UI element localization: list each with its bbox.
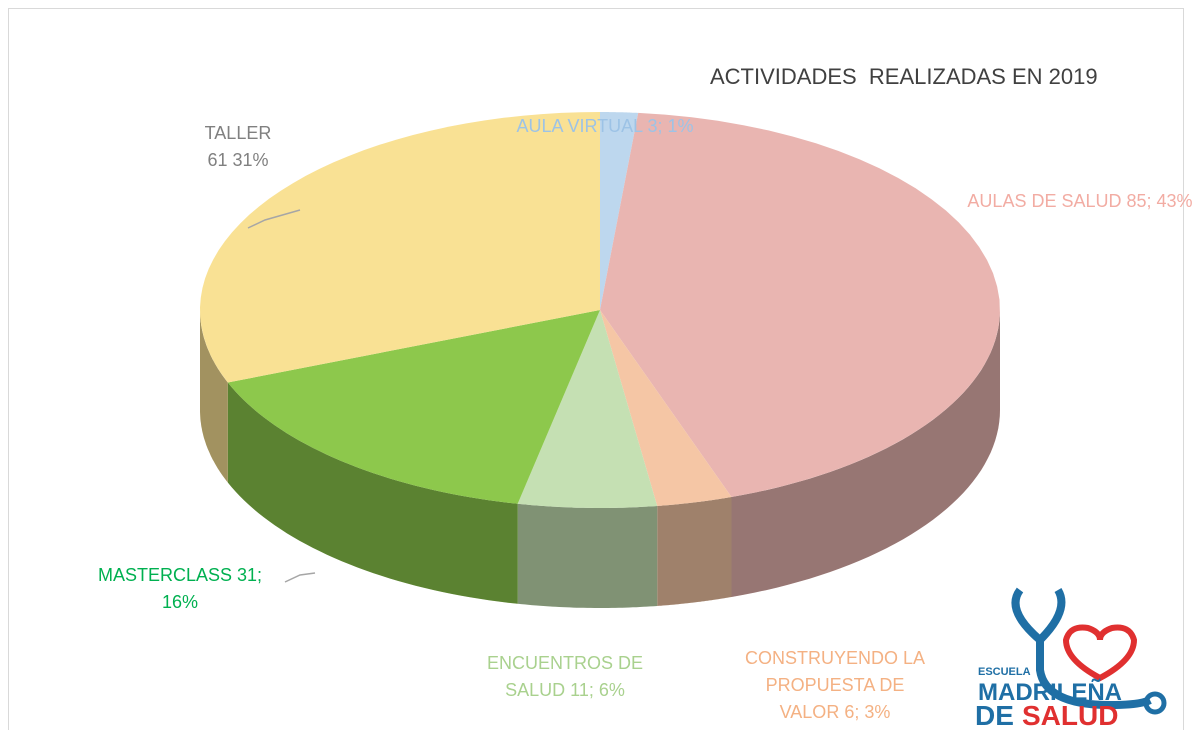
logo-text: SALUD — [1022, 700, 1118, 730]
slice-side — [200, 310, 228, 483]
logo-text: ESCUELA — [978, 666, 1031, 678]
label-category: MASTERCLASS — [97, 565, 232, 585]
logo: ESCUELA MADRILEÑA DE SALUD — [975, 587, 1167, 730]
data-label: AULAS DE SALUD 85; 43% — [945, 188, 1195, 215]
slice-side-shade — [227, 382, 518, 604]
slice-side — [227, 382, 518, 604]
slice — [517, 310, 658, 508]
slice-side — [731, 310, 1000, 597]
data-label: CONSTRUYENDO LA PROPUESTA DE VALOR 6; 3% — [735, 645, 935, 726]
slice-side — [657, 497, 732, 606]
logo-text: MADRILEÑA — [978, 678, 1122, 706]
slice-side-shade — [517, 503, 658, 608]
label-value: 11; 6% — [570, 680, 625, 700]
label-category: AULAS DE SALUD — [967, 191, 1122, 211]
label-value: 6; 3% — [844, 702, 891, 722]
label-value: 85; 43% — [1126, 191, 1193, 211]
slice — [600, 112, 639, 310]
data-label: TALLER 61 31% — [203, 120, 273, 174]
label-value: 3; 1% — [647, 116, 694, 136]
label-category: TALLER — [204, 123, 272, 143]
slice — [200, 112, 600, 383]
slice — [600, 112, 1000, 498]
label-category: CONSTRUYENDO LA PROPUESTA DE VALOR — [744, 648, 926, 722]
slice — [227, 310, 601, 504]
chart-title: ACTIVIDADES REALIZADAS EN 2019 — [710, 64, 1098, 89]
slice — [600, 310, 732, 506]
label-category: AULA VIRTUAL — [516, 116, 643, 136]
logo-text: DE — [975, 700, 1014, 730]
logo-stethoscope — [1011, 587, 1152, 710]
slice-side — [517, 503, 658, 608]
leader-line — [247, 209, 301, 229]
leader-line — [284, 572, 316, 583]
slice-side-shade — [657, 497, 732, 606]
slice-side-shade — [200, 310, 228, 483]
slice-side-shade — [731, 310, 1000, 597]
data-label: ENCUENTROS DE SALUD 11; 6% — [475, 650, 655, 704]
logo-stethoscope — [1037, 587, 1066, 643]
label-category: ENCUENTROS DE SALUD — [486, 653, 643, 700]
pie — [200, 112, 1000, 608]
chart-frame — [8, 8, 1184, 730]
data-label: MASTERCLASS 31; 16% — [80, 562, 280, 616]
logo-heart — [1062, 624, 1138, 682]
label-value: 61 31% — [207, 150, 269, 170]
label-value: 31; 16% — [161, 565, 263, 612]
logo-dot — [1143, 691, 1167, 715]
data-label: AULA VIRTUAL 3; 1% — [455, 113, 755, 140]
